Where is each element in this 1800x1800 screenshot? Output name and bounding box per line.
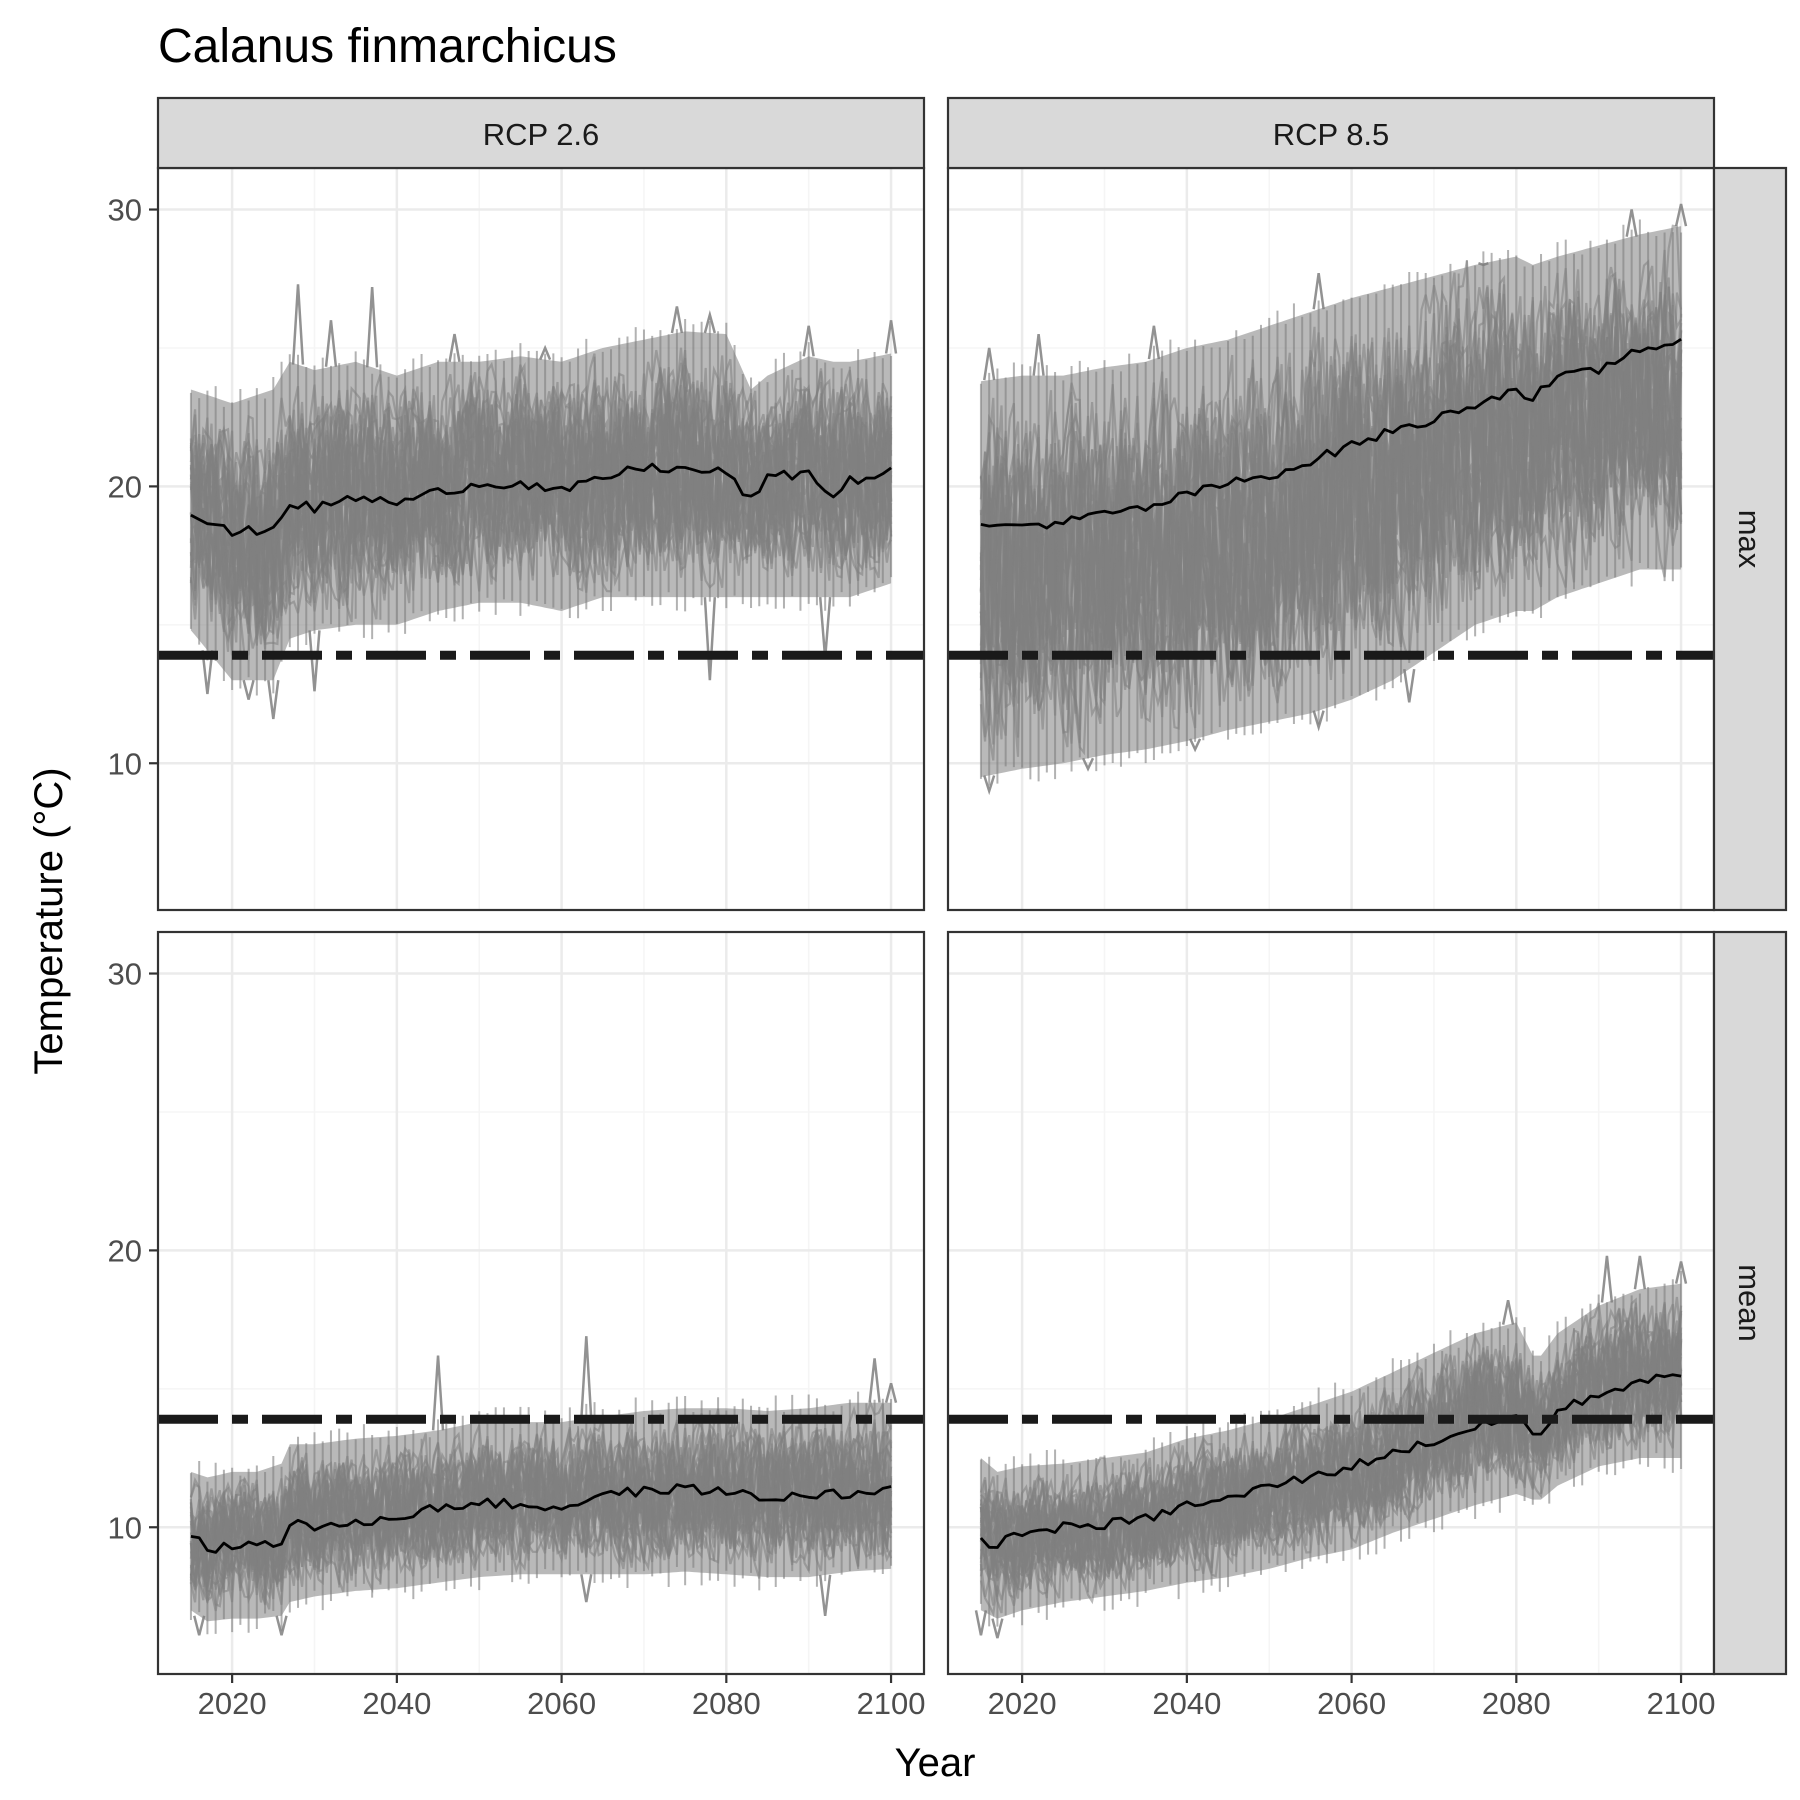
panel-rcp-2-6-mean (156, 930, 926, 1676)
x-tick-label: 2100 (1647, 1686, 1716, 1721)
ensemble-trough (580, 1574, 593, 1603)
ensemble-peak (1032, 333, 1045, 376)
ensemble-trough (1189, 738, 1202, 753)
x-tick-label: 2040 (362, 1686, 431, 1721)
ensemble-peak (365, 286, 379, 368)
ensemble-peak (868, 1358, 881, 1403)
ensemble-trough (193, 1615, 206, 1636)
ensemble-trough (1312, 710, 1325, 732)
ensemble-trough (275, 1615, 288, 1636)
ensemble-trough (703, 597, 717, 681)
x-tick-label: 2060 (527, 1686, 596, 1721)
axes-layer: 10 20 30 10 20 30 2020 2040 2060 2080 2100 2020 2040… (108, 193, 1716, 1721)
ensemble-mean-line (190, 462, 892, 537)
strip-background (1712, 166, 1788, 912)
x-tick-label: 2100 (857, 1686, 926, 1721)
ensemble-trough (991, 1618, 1004, 1639)
ensemble-peak (431, 1355, 445, 1431)
ensemble-trough (1081, 757, 1095, 772)
ensemble-peak (1674, 1261, 1688, 1284)
ensemble-peak (670, 306, 684, 334)
ensemble-trough (818, 1574, 832, 1617)
ensemble-band (980, 1283, 1682, 1619)
strip-rcp-2-6: RCP 2.6 (156, 96, 926, 170)
panel-rcp-2-6-mean-data (189, 1336, 898, 1636)
ensemble-peak (1625, 209, 1638, 237)
ensemble-peak (1147, 325, 1161, 360)
ensemble-peak (324, 320, 338, 367)
x-tick-label: 2040 (1152, 1686, 1221, 1721)
ensemble-peak (884, 320, 898, 354)
ensemble-trough (974, 1610, 988, 1636)
ensemble-peak (703, 309, 716, 334)
panel-rcp-2-6-max (156, 166, 926, 912)
panel-rcp-2-6-mean-border (156, 930, 926, 1676)
ensemble-trough (1403, 668, 1416, 703)
ensemble-trough (267, 680, 280, 720)
panel-rcp-8-5-max-data (979, 203, 1688, 796)
strip-background (156, 96, 926, 170)
ensemble-trough (242, 679, 255, 700)
panel-rcp-8-5-max (946, 166, 1716, 912)
ensemble-trough (308, 630, 321, 692)
ensemble-band (190, 331, 892, 681)
ensemble-peak (1633, 1255, 1647, 1290)
ensemble-mean-line (979, 1373, 1682, 1549)
strip-label-rcp-2-6: RCP 2.6 (483, 117, 600, 152)
ensemble-mean-line (190, 1483, 892, 1554)
ensemble-peak (1478, 262, 1489, 267)
ensemble-peak (580, 1336, 593, 1419)
strip-label-rcp-8-5: RCP 8.5 (1273, 117, 1390, 152)
x-tick-label: 2020 (198, 1686, 267, 1721)
strip-max: max (1712, 166, 1788, 912)
y-tick-label: 30 (108, 957, 142, 992)
ensemble-peak (448, 333, 461, 363)
x-tick-label: 2020 (988, 1686, 1057, 1721)
ensemble-peak (1674, 203, 1688, 227)
ensemble-peak (884, 1382, 898, 1403)
x-tick-label: 2080 (1482, 1686, 1551, 1721)
ensemble-peak (1600, 1255, 1614, 1303)
strip-mean: mean (1712, 930, 1788, 1676)
panel-rcp-2-6-max-data (189, 284, 898, 720)
y-tick-label: 20 (108, 469, 142, 504)
y-tick-label: 10 (108, 746, 142, 781)
chart-title: Calanus finmarchicus (158, 20, 617, 73)
strip-background (1712, 930, 1788, 1676)
panel-rcp-8-5-mean-data (974, 1255, 1688, 1639)
x-tick-label: 2060 (1317, 1686, 1386, 1721)
panels-layer (156, 166, 1716, 1676)
ensemble-peak (1501, 1299, 1515, 1325)
strip-label-max: max (1732, 510, 1767, 569)
ensemble-peak (539, 344, 552, 361)
y-tick-label: 10 (108, 1510, 142, 1545)
ensemble-peak (291, 284, 305, 365)
ensemble-band (190, 1402, 892, 1622)
y-tick-label: 20 (108, 1233, 142, 1268)
x-tick-label: 2080 (692, 1686, 761, 1721)
strip-rcp-8-5: RCP 8.5 (946, 96, 1716, 170)
y-axis-title: Temperature (°C) (27, 767, 71, 1074)
ensemble-peak (802, 325, 815, 357)
strip-background (946, 96, 1716, 170)
strips-layer: RCP 2.6 RCP 8.5 max mean (156, 96, 1788, 1676)
ensemble-band (980, 226, 1682, 778)
ensemble-mean-line (980, 338, 1682, 530)
strip-label-mean: mean (1732, 1264, 1767, 1342)
panel-rcp-8-5-mean (946, 930, 1716, 1676)
ensemble-peak (983, 347, 996, 381)
ensemble-peak (1312, 273, 1325, 310)
x-axis-title: Year (895, 1741, 976, 1785)
y-tick-label: 30 (108, 193, 142, 228)
ensemble-trough (983, 775, 996, 796)
ensemble-trough (201, 650, 214, 695)
